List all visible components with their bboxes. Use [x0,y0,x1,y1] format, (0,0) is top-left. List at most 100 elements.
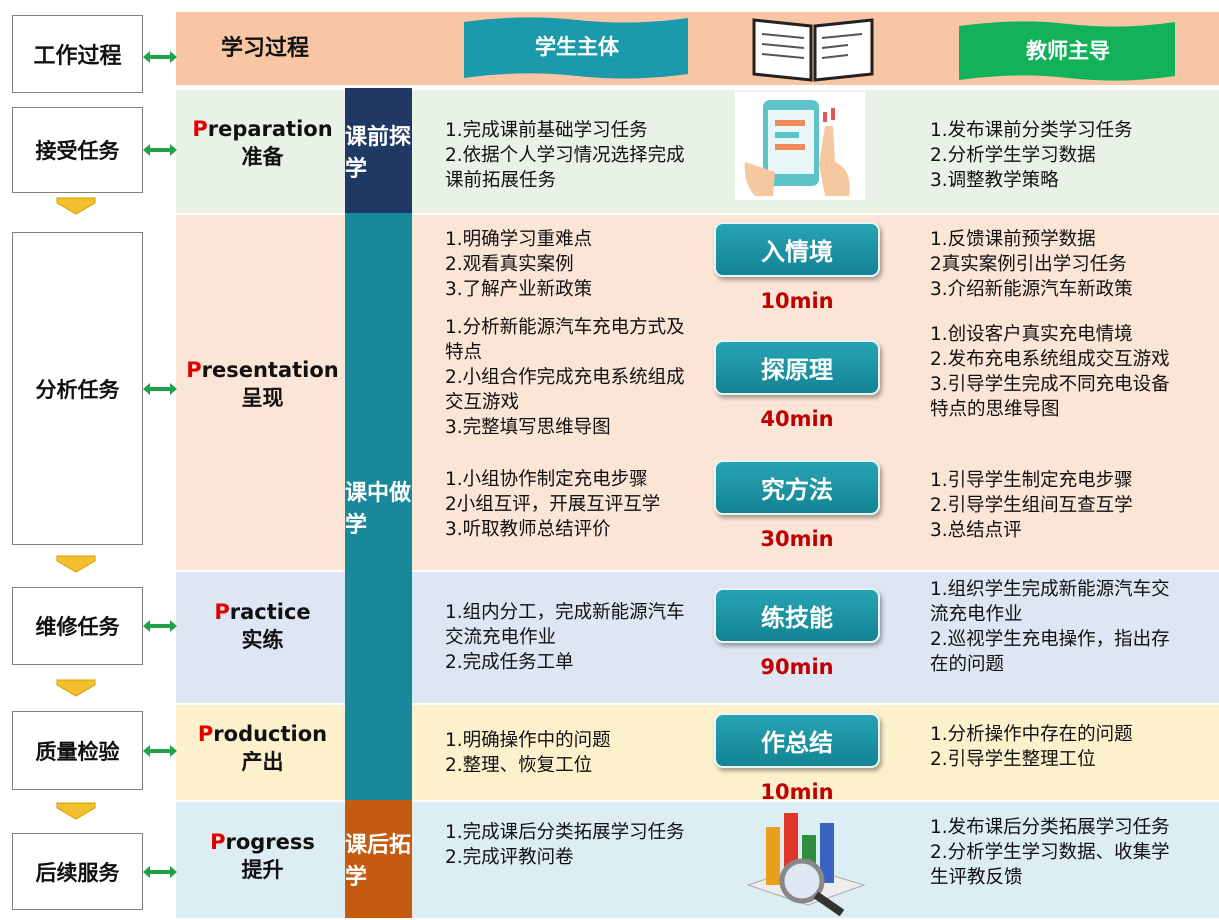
student-tasks: 1.明确学习重难点 2.观看真实案例 3.了解产业新政策 [445,227,689,302]
student-tasks: 1.分析新能源汽车充电方式及特点 2.小组合作完成充电系统组成交互游戏 3.完整填写… [445,315,689,440]
teacher-task: 1.反馈课前预学数据 [930,229,1096,250]
teacher-task: 3.引导学生完成不同充电设备特点的思维导图 [930,374,1170,420]
student-task: 2小组互评，开展互评互学 [445,494,661,515]
phase-label: 课前探学 [345,124,412,182]
teacher-task: 1.组织学生完成新能源汽车交流充电作业 [930,579,1170,625]
book-icon [752,18,874,82]
student-task: 1.明确学习重难点 [445,229,593,250]
teacher-tasks: 1.引导学生制定充电步骤 2.引导学生组间互查互学 3.总结点评 [930,468,1178,543]
teacher-tasks: 1.发布课后分类拓展学习任务 2.分析学生学习数据、收集学生评教反馈 [930,815,1178,890]
student-task: 1.完成课前基础学习任务 [445,120,648,141]
student-task: 2.依据个人学习情况选择完成课前拓展任务 [445,145,685,191]
student-title: 学生主体 [535,35,619,59]
teacher-task: 1.创设客户真实充电情境 [930,324,1133,345]
student-tasks: 1.小组协作制定充电步骤 2小组互评，开展互评互学 3.听取教师总结评价 [445,467,689,542]
teacher-tasks: 1.分析操作中存在的问题 2.引导学生整理工位 [930,722,1178,772]
double-arrow [143,744,177,757]
learning-process-title: 学习过程 [220,36,309,61]
phase-bar: 课前探学 [345,88,412,213]
phase-bar: 课中做学 [345,213,412,800]
duration: 10min [760,780,834,804]
down-arrow [56,802,96,820]
student-task: 2.完成评教问卷 [445,847,574,868]
duration: 30min [760,527,834,551]
stage-name-cn: 准备 [241,145,284,169]
teacher-tasks: 1.组织学生完成新能源汽车交流充电作业 2.巡视学生充电操作，指出存在的问题 [930,577,1178,677]
down-arrow [56,197,96,215]
student-task: 2.小组合作完成充电系统组成交互游戏 [445,367,685,413]
down-arrow [56,679,96,697]
teacher-task: 3.调整教学策略 [930,170,1059,191]
teacher-ribbon [959,21,1175,81]
double-arrow [143,865,177,878]
student-task: 1.分析新能源汽车充电方式及特点 [445,317,685,363]
stage-name-en: Production [197,722,328,746]
step-button: 入情境 [714,222,880,277]
teacher-task: 1.发布课前分类学习任务 [930,120,1133,141]
student-tasks: 1.完成课前基础学习任务 2.依据个人学习情况选择完成课前拓展任务 [445,118,689,193]
double-arrow [143,144,177,156]
stage-name: Progress 提升 [180,828,345,884]
step-button: 究方法 [714,460,880,515]
teacher-task: 1.引导学生制定充电步骤 [930,470,1133,491]
student-task: 2.完成任务工单 [445,652,574,673]
teacher-tasks: 1.反馈课前预学数据 2真实案例引出学习任务 3.介绍新能源汽车新政策 [930,227,1178,302]
student-task: 3.听取教师总结评价 [445,519,611,540]
student-task: 3.完整填写思维导图 [445,417,611,438]
teacher-tasks: 1.创设客户真实充电情境 2.发布充电系统组成交互游戏 3.引导学生完成不同充电设备… [930,322,1178,422]
stage-name-cn: 产出 [241,750,284,774]
stage-name: Practice 实练 [180,598,345,654]
teacher-task: 1.分析操作中存在的问题 [930,724,1133,745]
teacher-tasks: 1.发布课前分类学习任务 2.分析学生学习数据 3.调整教学策略 [930,118,1178,193]
teacher-task: 2.引导学生组间互查互学 [930,495,1133,516]
phase-label: 课后拓学 [345,833,412,890]
down-arrow [56,555,96,573]
teacher-title: 教师主导 [1026,39,1110,63]
student-task: 1.组内分工，完成新能源汽车交流充电作业 [445,602,685,648]
work-task: 维修任务 [12,587,143,665]
work-task: 后续服务 [12,833,143,910]
duration: 40min [760,407,834,431]
teacher-task: 3.总结点评 [930,520,1022,541]
stage-name: Presentation 呈现 [180,356,345,412]
work-task: 接受任务 [12,107,143,193]
stage-name-en: Presentation [186,358,339,382]
duration: 10min [760,289,834,313]
phase-bar: 课后拓学 [345,800,412,918]
student-tasks: 1.明确操作中的问题 2.整理、恢复工位 [445,728,689,778]
work-process-title: 工作过程 [12,15,143,93]
student-task: 1.小组协作制定充电步骤 [445,469,648,490]
chart-icon [746,813,866,917]
stage-name-en: Progress [210,830,315,854]
duration: 90min [760,655,834,679]
teacher-task: 2真实案例引出学习任务 [930,254,1127,275]
stage-name-cn: 提升 [241,858,284,882]
student-ribbon [464,17,688,79]
teacher-task: 3.介绍新能源汽车新政策 [930,279,1133,300]
teacher-task: 2.巡视学生充电操作，指出存在的问题 [930,629,1170,675]
student-task: 1.明确操作中的问题 [445,730,611,751]
student-task: 1.完成课后分类拓展学习任务 [445,822,685,843]
teacher-task: 2.引导学生整理工位 [930,749,1096,770]
step-button: 作总结 [714,713,880,768]
stage-name: Production 产出 [180,720,345,776]
student-tasks: 1.完成课后分类拓展学习任务 2.完成评教问卷 [445,820,689,870]
stage-name-en: Preparation [192,117,333,141]
stage-name-cn: 呈现 [241,386,284,410]
double-arrow [143,382,177,395]
student-tasks: 1.组内分工，完成新能源汽车交流充电作业 2.完成任务工单 [445,600,689,675]
double-arrow [143,51,177,63]
step-button: 练技能 [714,588,880,643]
stage-name: Preparation 准备 [180,115,345,171]
student-task: 2.整理、恢复工位 [445,755,593,776]
stage-name-cn: 实练 [241,628,284,652]
step-button: 探原理 [714,340,880,395]
work-task: 质量检验 [12,711,143,790]
stage-name-en: Practice [214,600,311,624]
student-task: 3.了解产业新政策 [445,279,593,300]
teacher-task: 2.发布充电系统组成交互游戏 [930,349,1170,370]
double-arrow [143,620,177,632]
teacher-task: 2.分析学生学习数据 [930,145,1096,166]
teacher-task: 1.发布课后分类拓展学习任务 [930,817,1170,838]
